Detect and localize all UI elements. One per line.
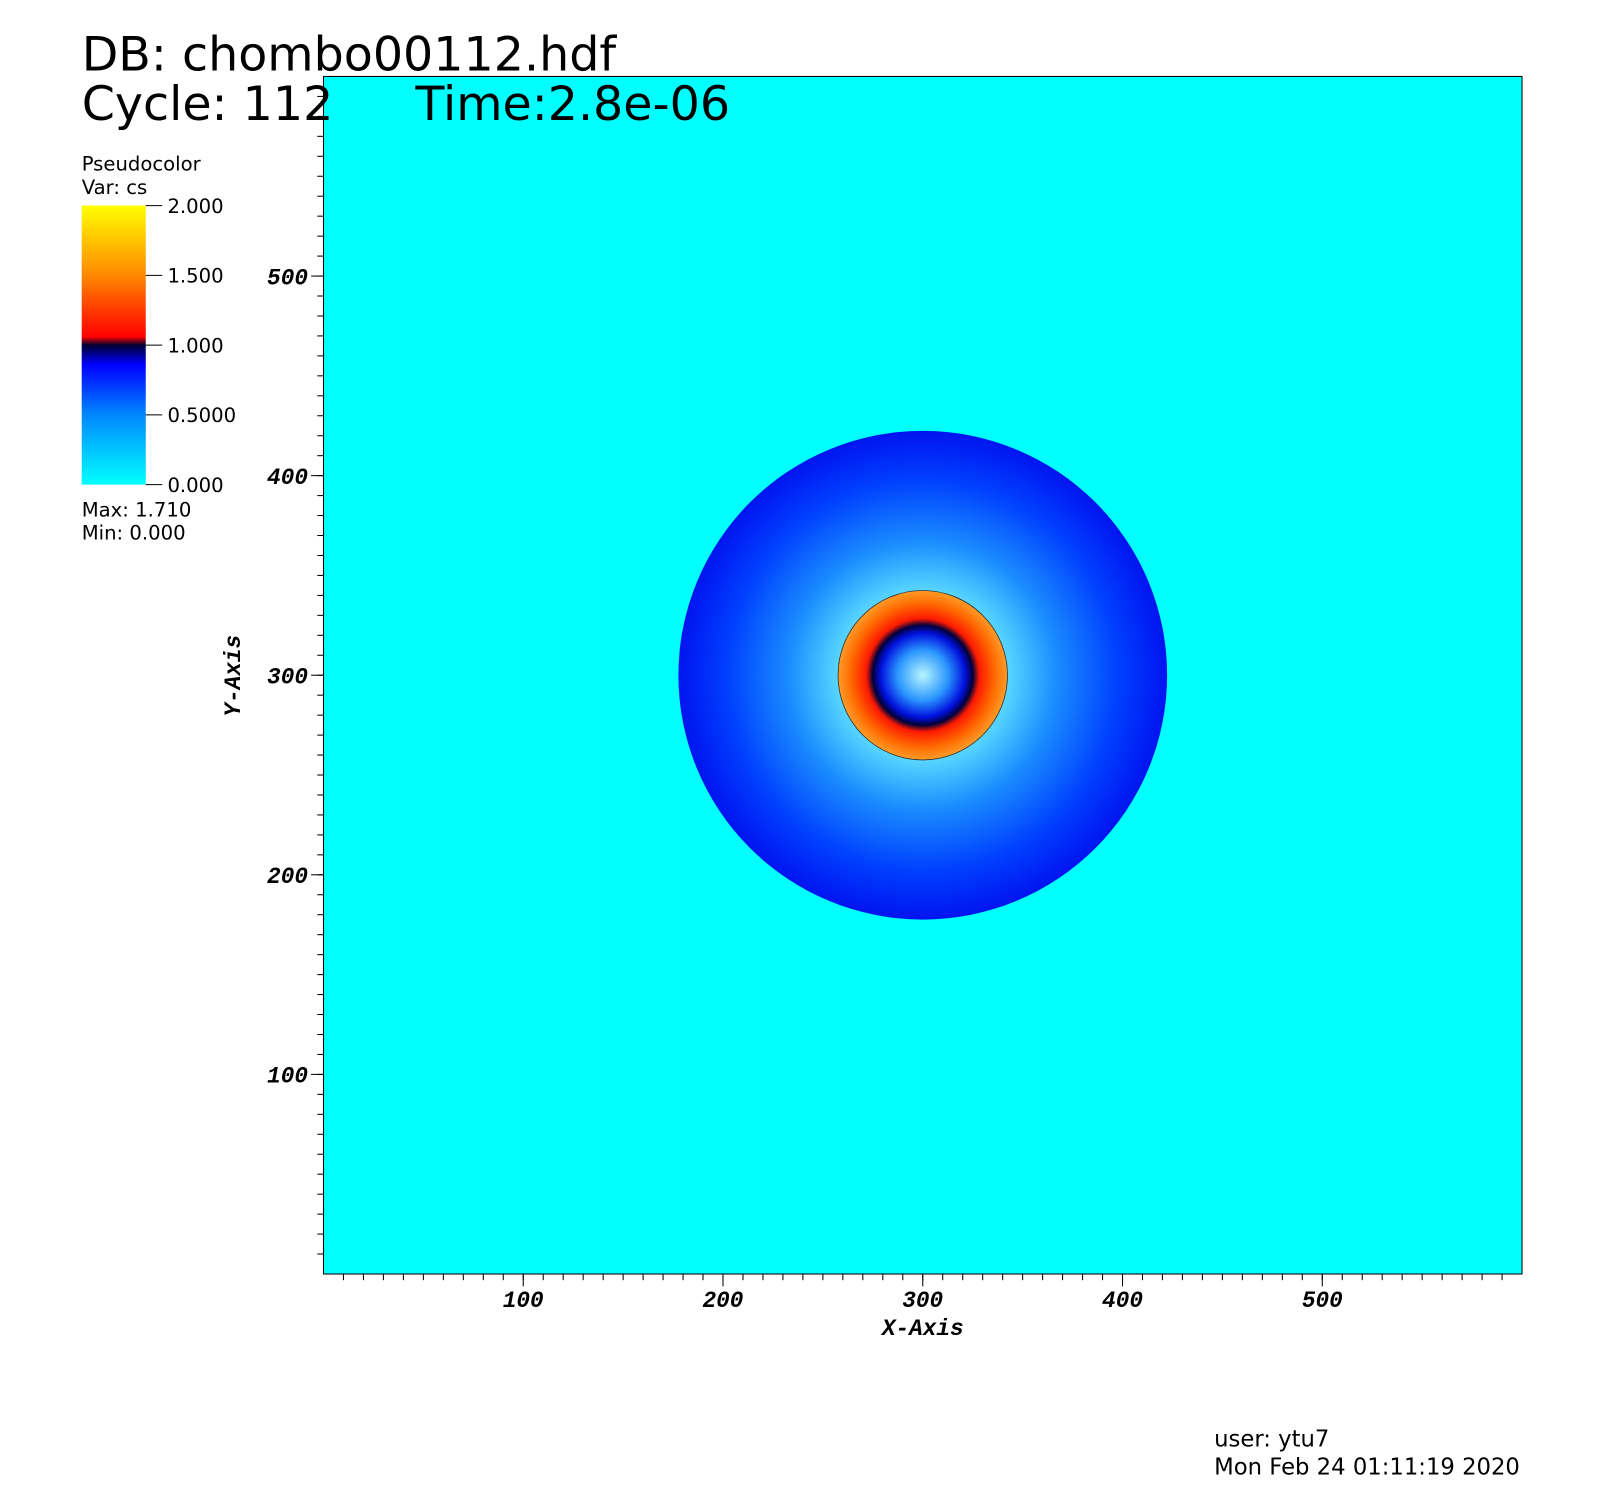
y-tick-label: 300 (267, 664, 308, 690)
colorbar-tick-label: 0.5000 (167, 404, 236, 427)
x-axis-label: X-Axis (880, 1316, 964, 1342)
min-text: Min: 0.000 (82, 521, 186, 544)
colorbar (81, 205, 146, 485)
time: Time:2.8e-06 (414, 77, 730, 132)
colorbar-tick-label: 2.000 (167, 195, 223, 218)
legend-title: Pseudocolor (82, 152, 202, 175)
y-tick-label: 200 (267, 864, 308, 890)
y-tick-label: 400 (267, 465, 308, 491)
variable: Var: cs (82, 176, 148, 199)
x-tick-label: 400 (1102, 1288, 1143, 1314)
x-tick-label: 200 (703, 1288, 744, 1314)
plot-area (322, 75, 1523, 1275)
max-text: Max: 1.710 (82, 499, 192, 522)
date: Mon Feb 24 01:11:19 2020 (1214, 1454, 1520, 1480)
colorbar-tick-label: 1.500 (167, 265, 223, 288)
inner-shell (837, 590, 1008, 761)
user: user: ytu7 (1214, 1427, 1329, 1453)
y-tick-label: 500 (267, 265, 308, 291)
title: DB: chombo00112.hdf (82, 27, 618, 82)
colorbar-tick-label: 1.000 (167, 334, 223, 357)
y-tick-label: 100 (267, 1064, 308, 1090)
x-tick-label: 500 (1302, 1288, 1343, 1314)
colorbar-tick-label: 0.000 (167, 474, 223, 497)
x-tick-label: 100 (503, 1288, 544, 1314)
y-axis-label: Y-Axis (221, 635, 247, 717)
x-tick-label: 300 (902, 1288, 943, 1314)
cycle: Cycle: 112 (82, 77, 334, 132)
